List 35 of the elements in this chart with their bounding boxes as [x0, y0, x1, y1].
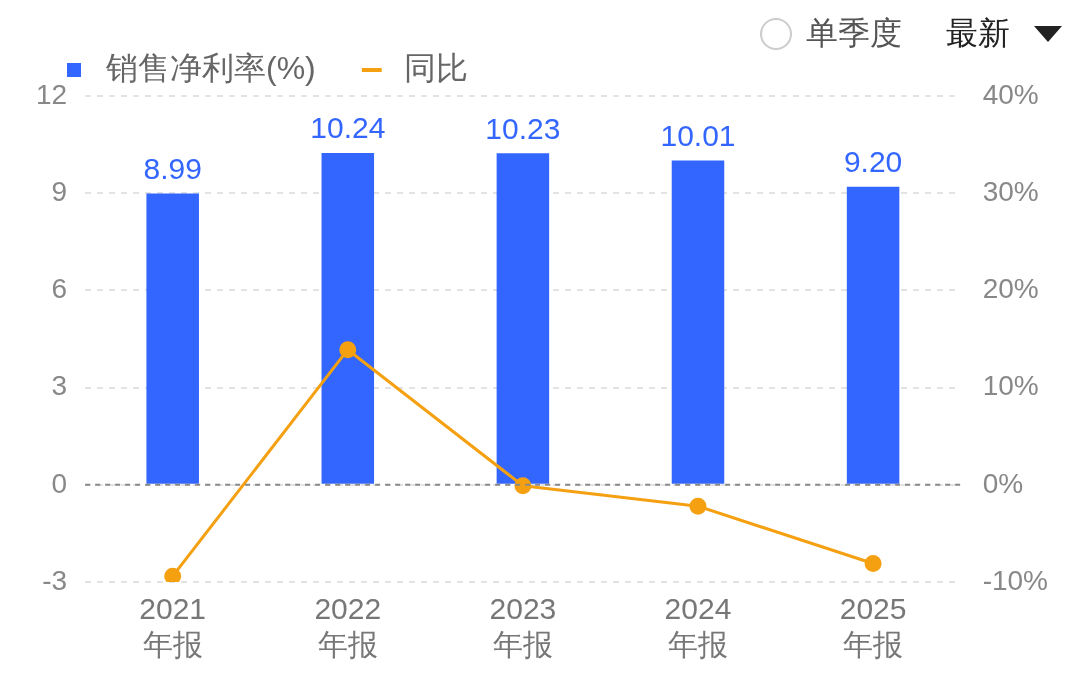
y2-tick-label: -10% [982, 564, 1049, 596]
x-tick-label: 2023 年报 [489, 592, 557, 662]
bar [846, 186, 900, 484]
y-tick-label: 9 [51, 175, 68, 207]
data-label: 8.99 [143, 151, 202, 185]
bar [671, 160, 725, 484]
data-label: 9.20 [843, 144, 903, 178]
y2-tick-label: 20% [982, 273, 1039, 305]
text: 最新 [946, 14, 1010, 53]
y-tick-label: 6 [51, 273, 68, 305]
x-tick-label: 2024 年报 [664, 592, 732, 662]
data-label: 10.23 [485, 111, 561, 145]
y-tick-label: -3 [42, 564, 68, 596]
point [339, 341, 357, 359]
y-tick-label: 0 [51, 467, 68, 499]
y-tick-label: 3 [51, 370, 68, 402]
y2-tick-label: 30% [982, 175, 1039, 207]
y-tick-label: 12 [35, 78, 68, 110]
x-tick-label: 2022 年报 [314, 592, 382, 662]
x-tick-label: 2021 年报 [139, 592, 207, 662]
y2-tick-label: 0% [982, 467, 1024, 499]
point [864, 555, 882, 573]
text: 单季度 [806, 14, 902, 53]
legend-label: 销售净利率(%) [105, 49, 316, 86]
bar [146, 193, 199, 484]
bar [496, 153, 550, 484]
bar [321, 153, 375, 484]
point [164, 567, 182, 582]
data-label: 10.24 [310, 111, 386, 145]
y2-tick-label: 40% [982, 78, 1039, 110]
point [689, 497, 707, 515]
x-tick-label: 2025 年报 [839, 592, 907, 662]
y2-tick-label: 10% [982, 370, 1039, 402]
legend-label: 同比 [403, 49, 468, 86]
data-label: 10.01 [660, 118, 736, 152]
